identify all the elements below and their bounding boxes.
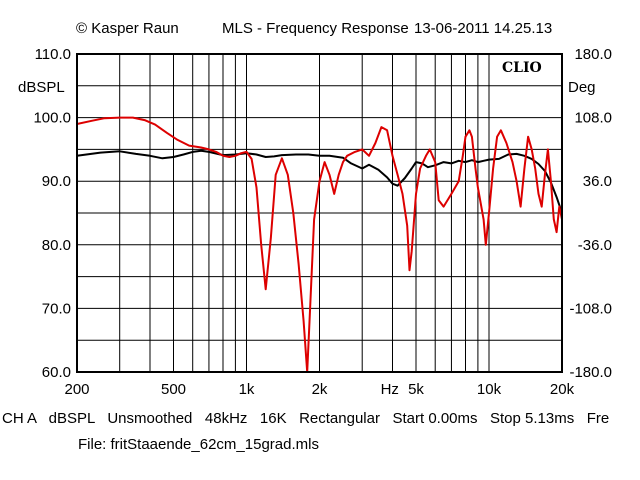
series-line-2 [76, 116, 563, 373]
header: © Kasper Raun MLS - Frequency Response 1… [76, 17, 564, 39]
series-group [76, 116, 563, 373]
y2-tick-label: -108.0 [569, 300, 612, 317]
y-tick-label: 100.0 [33, 110, 71, 127]
y-axis-label: dBSPL [18, 79, 65, 96]
x-tick-label: 200 [64, 381, 89, 398]
datetime-label: 13-06-2011 14.25.13 [414, 20, 552, 37]
brand-backdrop [499, 56, 549, 76]
series-line-1 [76, 149, 563, 226]
x-unit-label: Hz [381, 381, 399, 398]
measurement-title: MLS - Frequency Response [222, 20, 409, 37]
y-tick-label: 110.0 [35, 46, 71, 63]
y2-tick-label: 108.0 [574, 110, 612, 127]
y2-tick-label: 180.0 [574, 46, 612, 63]
plot-frame [76, 53, 563, 373]
x-tick-label: 500 [161, 381, 186, 398]
grid [77, 54, 562, 372]
file-label: File: fritStaaende_62cm_15grad.mls [78, 436, 319, 453]
y2-axis-label: Deg [568, 79, 596, 96]
clio-brand-logo: CLIO [502, 60, 542, 76]
y2-tick-label: 36.0 [583, 173, 612, 190]
y-tick-label: 70.0 [42, 300, 71, 317]
settings-line: CH A dBSPL Unsmoothed 48kHz 16K Rectangu… [2, 410, 609, 427]
y-tick-label: 90.0 [42, 173, 71, 190]
y2-tick-label: -180.0 [569, 364, 612, 381]
measurement-title-mask [414, 17, 564, 39]
y2-tick-labels: 180.0 108.0 36.0 -36.0 -108.0 -180.0 [569, 46, 612, 381]
x-tick-label: 10k [477, 381, 502, 398]
copyright-label: © Kasper Raun [76, 20, 179, 37]
x-tick-label: 5k [408, 381, 424, 398]
y-tick-labels: 110.0 100.0 90.0 80.0 70.0 60.0 [33, 46, 71, 381]
y2-tick-label: -36.0 [578, 237, 612, 254]
x-tick-label: 2k [312, 381, 328, 398]
y-tick-label: 80.0 [42, 237, 71, 254]
x-tick-label: 20k [550, 381, 575, 398]
y-tick-label: 60.0 [42, 364, 71, 381]
x-tick-labels: 200 500 1k 2k 5k 10k 20k Hz [64, 381, 574, 398]
x-tick-label: 1k [239, 381, 255, 398]
